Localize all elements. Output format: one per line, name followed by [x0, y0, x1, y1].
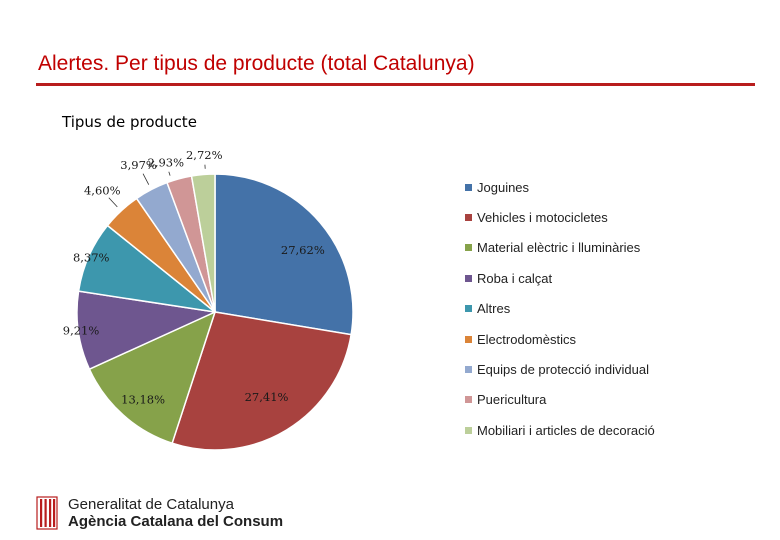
data-label-2: 27,41% — [245, 390, 289, 404]
data-label-7: 3,97% — [120, 158, 157, 172]
data-label-6: 4,60% — [84, 184, 121, 198]
pie-slice-4 — [76, 290, 218, 371]
data-label-1: 27,62% — [281, 243, 325, 257]
org-name: Generalitat de Catalunya — [68, 496, 234, 513]
data-label-leader-7 — [142, 173, 150, 185]
footer-logo: Generalitat de Catalunya Agència Catalan… — [36, 496, 283, 530]
legend-swatch — [465, 335, 472, 343]
legend-label: Joguines — [477, 179, 530, 195]
legend-swatch — [465, 305, 472, 313]
data-label-4: 9,21% — [63, 324, 100, 338]
data-label-5: 8,37% — [73, 251, 110, 265]
legend-item-1: Joguines — [465, 172, 765, 202]
legend-item-9: Mobiliari i articles de decoració — [465, 415, 765, 445]
legend-swatch — [465, 244, 472, 252]
legend-swatch — [465, 274, 472, 282]
chart-legend: Joguines Vehicles i motocicletes Material … — [465, 172, 765, 446]
legend-item-3: Material elèctric i lluminàries — [465, 233, 765, 263]
agency-name: Agència Catalana del Consum — [68, 513, 284, 530]
data-label-8: 2,93% — [148, 156, 185, 170]
legend-item-2: Vehicles i motocicletes — [465, 202, 765, 232]
legend-swatch — [465, 183, 472, 191]
chart-title: Tipus de producte — [62, 113, 197, 131]
pie-slice-9 — [190, 173, 216, 313]
legend-swatch — [465, 426, 472, 434]
slide-title: Alertes. Per tipus de producte (total Ca… — [38, 52, 475, 75]
data-label-3: 13,18% — [121, 392, 165, 406]
pie-slice-1 — [214, 173, 354, 336]
legend-label: Puericultura — [477, 392, 547, 408]
legend-item-4: Roba i calçat — [465, 263, 765, 293]
pie-slice-2 — [171, 311, 353, 451]
legend-label: Vehicles i motocicletes — [477, 210, 608, 226]
legend-label: Material elèctric i lluminàries — [477, 240, 641, 256]
legend-swatch — [465, 396, 472, 404]
legend-label: Mobiliari i articles de decoració — [477, 422, 655, 438]
legend-label: Equips de protecció individual — [477, 362, 649, 378]
legend-label: Electrodomèstics — [477, 331, 576, 347]
legend-swatch — [465, 214, 472, 222]
legend-swatch — [465, 366, 472, 374]
legend-item-8: Puericultura — [465, 385, 765, 415]
data-label-leader-6 — [108, 197, 118, 208]
data-label-leader-8 — [168, 171, 171, 176]
data-label-9: 2,72% — [186, 148, 223, 162]
legend-label: Roba i calçat — [477, 270, 553, 286]
legend-item-7: Equips de protecció individual — [465, 354, 765, 384]
pie-slice-3 — [88, 310, 217, 445]
legend-item-6: Electrodomèstics — [465, 324, 765, 354]
legend-item-5: Altres — [465, 294, 765, 324]
title-divider — [36, 83, 755, 86]
generalitat-logo-icon — [36, 496, 58, 530]
legend-label: Altres — [477, 301, 511, 317]
